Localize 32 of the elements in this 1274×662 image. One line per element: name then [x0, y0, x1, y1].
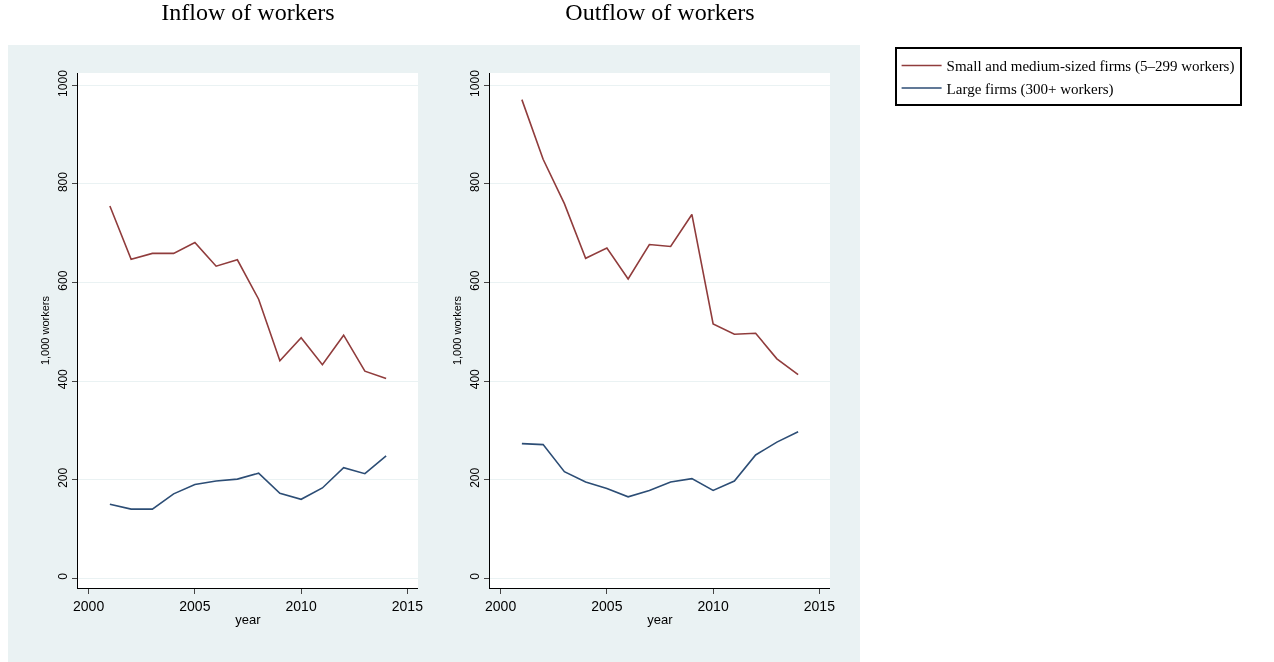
- y-tick-label: 200: [56, 467, 71, 488]
- line-series: [521, 98, 799, 376]
- y-tick-label: 400: [468, 368, 483, 390]
- y-tick-label: 800: [56, 171, 71, 193]
- y-tick-label: 600: [468, 270, 483, 291]
- legend-label: Small and medium-sized firms (5–299 workers): [946, 58, 1235, 76]
- y-tick-label: 1000: [468, 69, 483, 97]
- y-tick-label: 600: [56, 270, 71, 291]
- y-axis-title: 1,000 workers: [450, 295, 463, 366]
- y-tick-label: 0: [468, 572, 483, 580]
- line-series: [109, 205, 387, 380]
- x-tick-label: 2005: [179, 597, 211, 614]
- x-axis-title: year: [235, 612, 262, 628]
- legend-label: Large firms (300+ workers): [946, 80, 1114, 98]
- x-tick-label: 2015: [803, 597, 836, 614]
- y-tick-label: 800: [468, 171, 483, 193]
- x-tick-label: 2015: [391, 597, 424, 614]
- line-series: [109, 455, 387, 510]
- line-series: [521, 430, 799, 498]
- y-axis-title: 1,000 workers: [38, 295, 51, 366]
- chart-title: Inflow of workers: [161, 0, 335, 26]
- x-tick-label: 2005: [591, 597, 623, 614]
- x-tick-label: 2010: [697, 597, 729, 614]
- x-tick-label: 2000: [73, 597, 105, 614]
- x-tick-label: 2010: [285, 597, 317, 614]
- y-tick-label: 0: [56, 572, 71, 580]
- x-tick-label: 2000: [485, 597, 517, 614]
- chart-title: Outflow of workers: [565, 0, 755, 26]
- y-tick-label: 1000: [56, 69, 71, 97]
- x-axis-title: year: [647, 612, 674, 628]
- y-tick-label: 200: [468, 467, 483, 488]
- y-tick-label: 400: [56, 368, 71, 390]
